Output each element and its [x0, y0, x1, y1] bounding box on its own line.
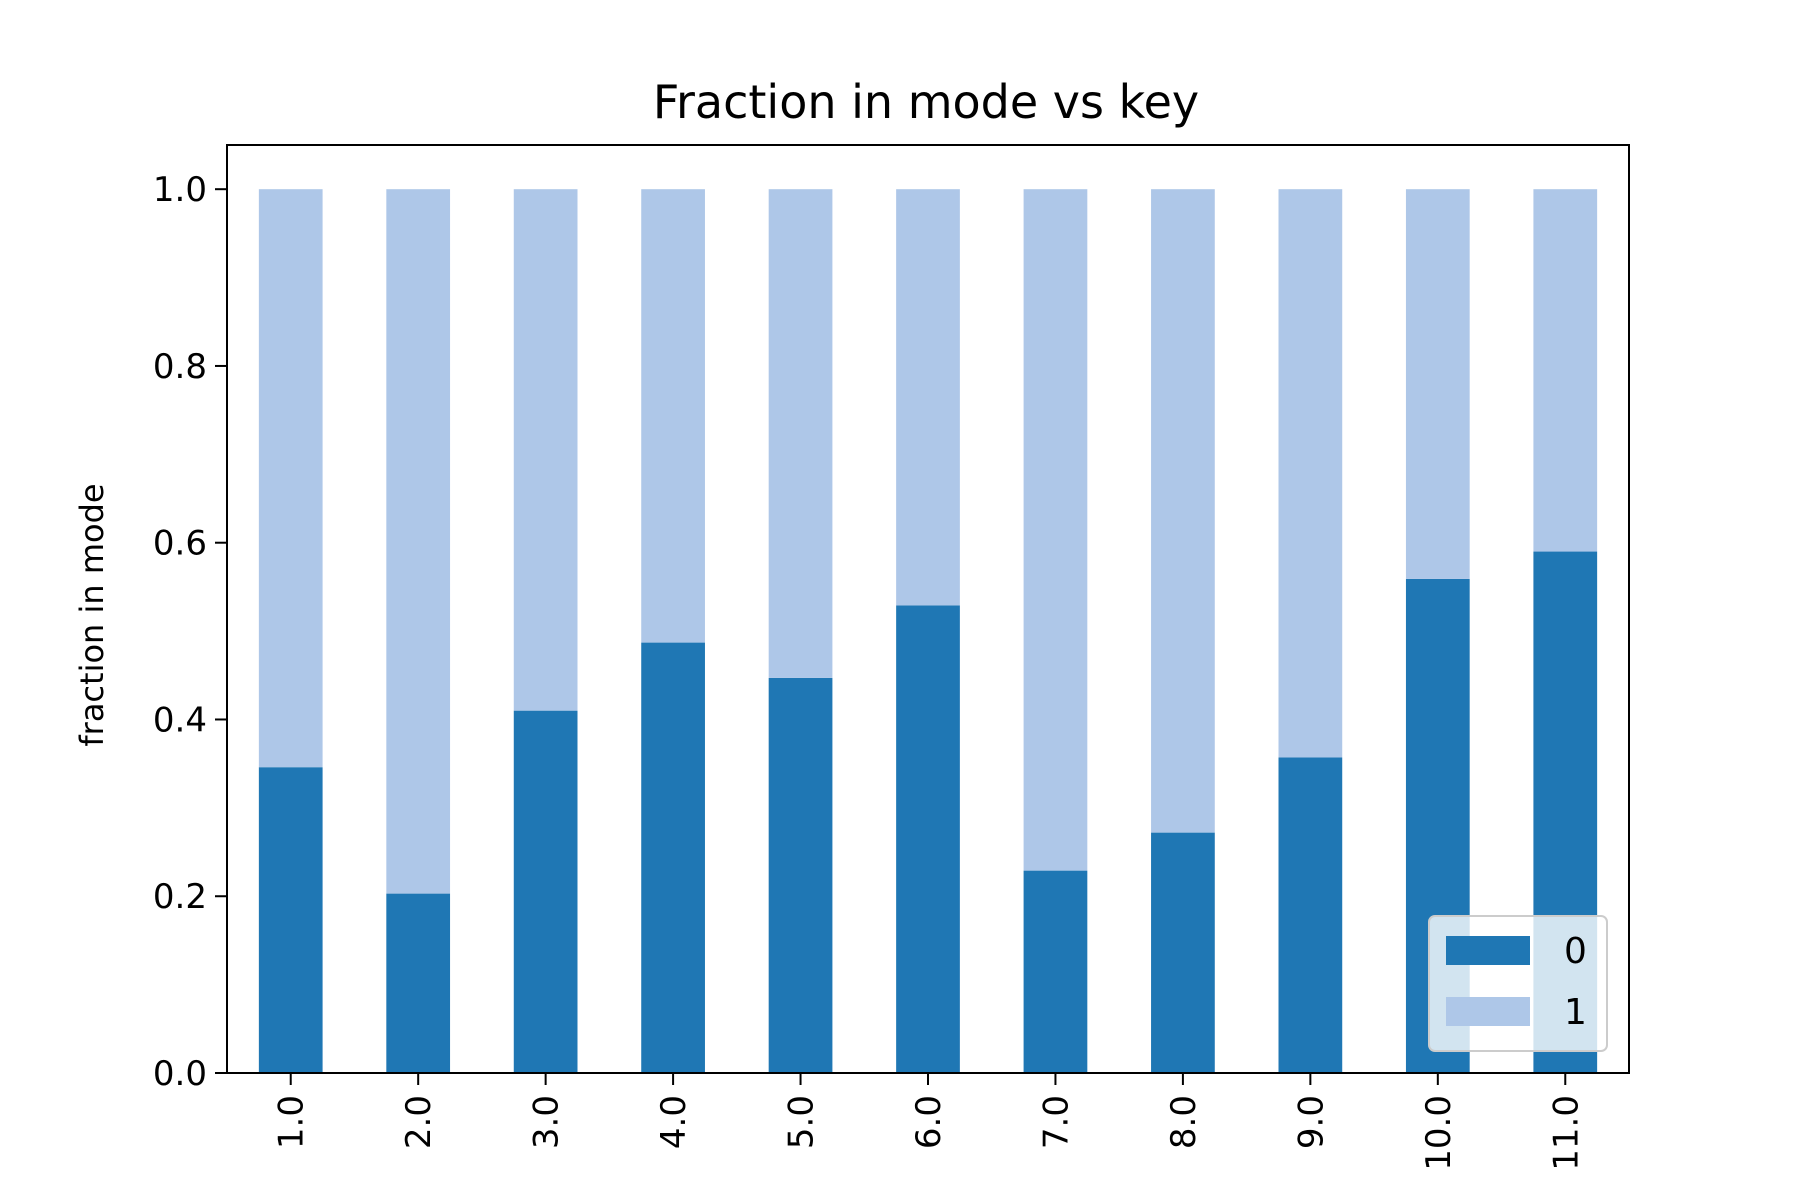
legend-swatch-1 — [1446, 997, 1530, 1026]
bar-series-0-8.0 — [1151, 832, 1215, 1073]
legend-swatch-0 — [1446, 936, 1530, 965]
legend: 01 — [1428, 915, 1608, 1052]
x-tick-label: 6.0 — [909, 1095, 949, 1149]
bar-series-1-7.0 — [1023, 189, 1088, 871]
y-tick-label: 0.6 — [153, 524, 207, 564]
y-axis-label: fraction in mode — [73, 483, 111, 746]
x-tick-label: 11.0 — [1546, 1095, 1586, 1171]
x-tick-label: 5.0 — [782, 1095, 822, 1149]
y-tick-label: 1.0 — [153, 170, 207, 210]
bar-series-0-5.0 — [768, 677, 833, 1073]
legend-label-1: 1 — [1564, 992, 1587, 1033]
x-tick-label: 9.0 — [1291, 1095, 1331, 1149]
x-tick-label: 3.0 — [527, 1095, 567, 1149]
bar-series-0-3.0 — [513, 710, 578, 1073]
bar-series-1-6.0 — [896, 189, 960, 606]
bar-series-1-4.0 — [641, 189, 705, 643]
x-tick-label: 8.0 — [1164, 1095, 1204, 1149]
bar-series-0-9.0 — [1278, 757, 1343, 1073]
legend-label-0: 0 — [1564, 931, 1587, 972]
bar-series-1-5.0 — [768, 189, 833, 678]
bar-series-0-6.0 — [896, 605, 960, 1073]
axes-layer: 0.0 0.2 0.4 0.6 0.8 1.0 1.0 2.0 3.0 4.0 5.0 6.0 7.0 8… — [153, 144, 1630, 1171]
bar-series-1-8.0 — [1151, 189, 1215, 833]
x-tick-label: 1.0 — [272, 1095, 312, 1149]
bar-series-0-2.0 — [386, 893, 451, 1073]
chart-title: Fraction in mode vs key — [653, 75, 1199, 129]
bar-series-1-2.0 — [386, 189, 451, 894]
bar-series-1-11.0 — [1533, 189, 1598, 552]
bar-series-1-3.0 — [513, 189, 578, 711]
x-tick-label: 4.0 — [654, 1095, 694, 1149]
bar-series-1-10.0 — [1405, 189, 1470, 579]
x-tick-label: 7.0 — [1036, 1095, 1076, 1149]
y-tick-label: 0.4 — [153, 700, 207, 740]
y-tick-label: 0.8 — [153, 347, 207, 387]
x-tick-label: 10.0 — [1419, 1095, 1459, 1171]
x-tick-label: 2.0 — [399, 1095, 439, 1149]
bar-series-0-4.0 — [641, 642, 705, 1073]
bar-series-1-1.0 — [258, 189, 323, 768]
y-tick-label: 0.0 — [153, 1054, 207, 1094]
y-tick-label: 0.2 — [153, 877, 207, 917]
bars-layer — [258, 189, 1598, 1073]
bar-series-1-9.0 — [1278, 189, 1343, 758]
bar-series-0-1.0 — [258, 767, 323, 1073]
bar-series-0-7.0 — [1023, 870, 1088, 1073]
